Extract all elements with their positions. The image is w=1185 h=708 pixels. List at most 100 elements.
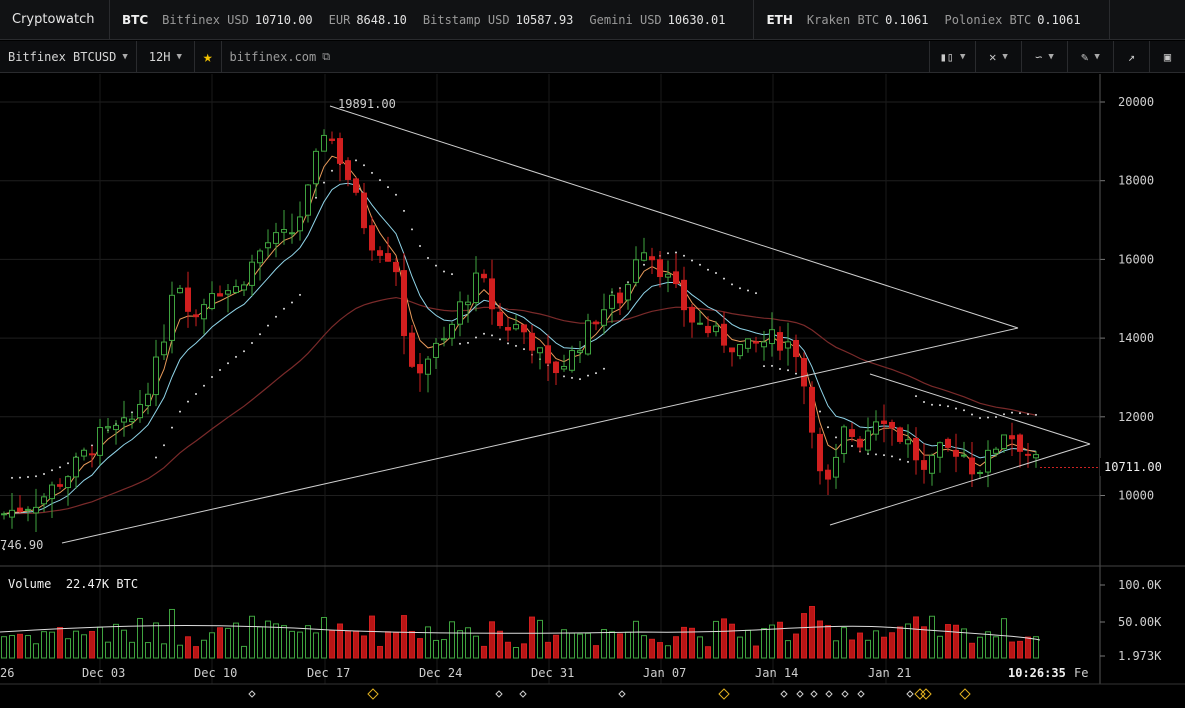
volume-bar bbox=[361, 635, 367, 659]
sar-dot bbox=[1011, 411, 1013, 414]
event-marker-icon bbox=[248, 690, 256, 698]
volume-bar bbox=[777, 621, 783, 659]
volume-bar bbox=[257, 626, 263, 659]
candle-body bbox=[969, 457, 975, 475]
indicator-button[interactable]: ∽ ▼ bbox=[1021, 41, 1067, 73]
volume-bar bbox=[9, 634, 15, 659]
candle-body bbox=[505, 327, 511, 331]
candle-body bbox=[737, 344, 743, 357]
date-tick-label: Fe bbox=[1074, 666, 1088, 680]
sma-long-path bbox=[3, 296, 1037, 515]
sar-dot bbox=[731, 283, 733, 286]
candle-body bbox=[177, 287, 183, 294]
favorite-button[interactable]: ★ bbox=[195, 40, 222, 73]
volume-bar bbox=[993, 636, 999, 659]
candle-body bbox=[225, 290, 231, 295]
volume-bar bbox=[1017, 640, 1023, 659]
sar-dot bbox=[187, 400, 189, 403]
star-icon: ★ bbox=[202, 47, 213, 66]
candle-body bbox=[1, 513, 7, 516]
sar-dot bbox=[427, 256, 429, 259]
date-tick-label: Dec 31 bbox=[531, 666, 574, 680]
volume-bar bbox=[825, 625, 831, 659]
volume-bar bbox=[273, 623, 279, 659]
sar-dot bbox=[275, 315, 277, 318]
draw-button[interactable]: ✎ ▼ bbox=[1067, 41, 1113, 73]
price-tick-label: 18000 bbox=[1118, 174, 1154, 188]
candle-body bbox=[393, 261, 399, 273]
candle-body bbox=[513, 324, 519, 330]
candle-body bbox=[257, 250, 263, 264]
sar-dot bbox=[419, 244, 421, 247]
trend-line bbox=[829, 443, 1091, 526]
sar-dot bbox=[507, 342, 509, 345]
candle-body bbox=[825, 469, 831, 480]
ema-fast-path bbox=[3, 155, 1037, 515]
candle-body bbox=[65, 476, 71, 489]
candle-body bbox=[601, 309, 607, 326]
volume-bar bbox=[449, 621, 455, 659]
high-price-label: 19891.00 bbox=[338, 97, 396, 111]
sar-dot bbox=[675, 251, 677, 254]
sar-dot bbox=[387, 186, 389, 189]
volume-bar bbox=[329, 630, 335, 659]
parabolic-sar-dots bbox=[3, 159, 1037, 551]
volume-bar bbox=[793, 633, 799, 659]
candle-body bbox=[897, 427, 903, 442]
sar-dot bbox=[947, 405, 949, 408]
crosshair-button[interactable]: ✕ ▼ bbox=[975, 41, 1021, 73]
btc-symbol[interactable]: BTC bbox=[122, 12, 149, 27]
volume-bar bbox=[881, 636, 887, 659]
candle-type-button[interactable]: ▮▯ ▼ bbox=[929, 41, 975, 73]
market-select[interactable]: Bitfinex BTCUSD ▼ bbox=[0, 40, 137, 73]
event-marker-icon bbox=[825, 690, 833, 698]
candle-body bbox=[625, 284, 631, 301]
candle-body bbox=[273, 232, 279, 244]
ticker-label: Bitfinex USD bbox=[162, 12, 249, 27]
candle-body bbox=[129, 418, 135, 423]
exchange-link[interactable]: bitfinex.com ⧉ bbox=[222, 41, 339, 73]
sar-dot bbox=[211, 375, 213, 378]
sma-line bbox=[3, 296, 1037, 515]
screenshot-button[interactable]: ▣ bbox=[1149, 41, 1185, 73]
btc-ticker-group[interactable]: BTC Bitfinex USD 10710.00 EUR 8648.10 Bits… bbox=[110, 0, 755, 40]
sar-dot bbox=[379, 179, 381, 182]
date-tick-label: Jan 07 bbox=[643, 666, 686, 680]
candle-body bbox=[385, 253, 391, 262]
candle-body bbox=[689, 306, 695, 323]
sar-dot bbox=[875, 453, 877, 456]
event-marker-icon bbox=[841, 690, 849, 698]
external-link-icon: ⧉ bbox=[322, 49, 331, 63]
candle-body bbox=[1009, 435, 1015, 440]
eth-symbol[interactable]: ETH bbox=[766, 12, 793, 27]
candle-body bbox=[441, 338, 447, 341]
candlesticks bbox=[1, 129, 1039, 532]
ema-slow-line bbox=[3, 182, 1037, 515]
ema-slow-path bbox=[3, 182, 1037, 515]
sar-dot bbox=[923, 400, 925, 403]
eth-ticker-group[interactable]: ETH Kraken BTC 0.1061 Poloniex BTC 0.1061 bbox=[754, 0, 1110, 40]
volume-bar bbox=[337, 623, 343, 659]
volume-bar bbox=[689, 627, 695, 659]
ema-fast-line bbox=[3, 155, 1037, 515]
candle-body bbox=[465, 301, 471, 306]
candle-body bbox=[193, 314, 199, 318]
candle-body bbox=[489, 278, 495, 310]
sar-dot bbox=[323, 181, 325, 184]
candle-body bbox=[49, 484, 55, 500]
volume-bar bbox=[25, 635, 31, 659]
volume-bar bbox=[649, 638, 655, 659]
app-logo[interactable]: Cryptowatch bbox=[0, 0, 110, 40]
volume-bar bbox=[441, 639, 447, 659]
candle-body bbox=[617, 292, 623, 304]
price-chart[interactable]: 20000 18000 16000 14000 12000 10000 100.0K 50.0… bbox=[0, 74, 1185, 708]
volume-bar bbox=[233, 622, 239, 659]
volume-bar bbox=[105, 641, 111, 659]
interval-select[interactable]: 12H ▼ bbox=[137, 40, 195, 73]
volume-bar bbox=[937, 635, 943, 659]
expand-button[interactable]: ↗ bbox=[1113, 41, 1149, 73]
volume-bar bbox=[697, 636, 703, 659]
event-markers bbox=[248, 688, 971, 700]
ticker-label: Kraken BTC bbox=[806, 12, 880, 27]
top-ticker-bar: Cryptowatch BTC Bitfinex USD 10710.00 EUR… bbox=[0, 0, 1185, 40]
